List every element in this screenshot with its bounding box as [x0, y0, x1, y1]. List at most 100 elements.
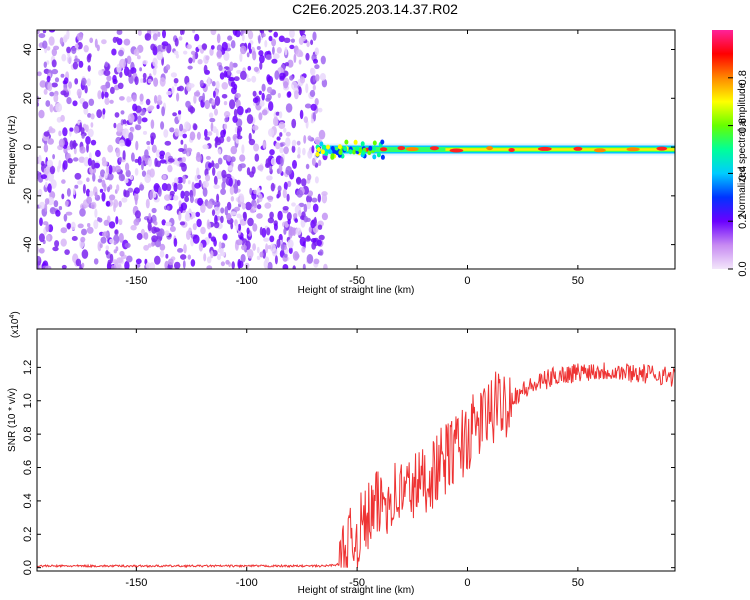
noise-speck — [47, 138, 54, 145]
noise-speck — [129, 126, 135, 133]
noise-speck — [207, 79, 211, 87]
noise-speck — [93, 258, 99, 265]
colorbar-tick-label: 0.6 — [737, 118, 749, 133]
noise-speck — [90, 139, 97, 146]
noise-speck — [83, 107, 89, 115]
noise-speck — [51, 68, 59, 75]
noise-speck — [130, 67, 137, 75]
noise-speck — [208, 162, 213, 169]
noise-speck — [103, 69, 111, 77]
noise-speck — [235, 138, 240, 144]
noise-speck — [192, 234, 200, 244]
noise-speck — [119, 250, 125, 257]
noise-speck — [277, 210, 283, 221]
noise-speck — [79, 146, 86, 154]
spectrogram-panel: -150 -100 -50 0 50 -40 -20 0 20 40 Height of stra… — [7, 29, 676, 296]
noise-speck — [165, 64, 171, 71]
noise-speck — [73, 157, 79, 162]
noise-speck — [301, 178, 307, 187]
noise-speck — [147, 221, 152, 232]
noise-speck — [283, 227, 287, 235]
noise-speck — [65, 200, 69, 206]
noise-speck — [105, 245, 110, 251]
snr-plot-area — [37, 362, 675, 569]
noise-speck — [291, 202, 296, 207]
signal-hotspot — [379, 147, 388, 152]
noise-speck — [265, 54, 272, 61]
noise-speck — [38, 188, 43, 197]
noise-speck — [182, 133, 187, 139]
noise-speck — [230, 156, 236, 163]
noise-speck — [212, 126, 217, 134]
noise-speck — [125, 162, 130, 172]
noise-speck — [267, 217, 275, 224]
noise-speck — [216, 33, 221, 44]
noise-speck — [153, 221, 158, 226]
noise-speck — [152, 67, 157, 76]
noise-speck — [195, 153, 202, 162]
snr-ticks: -150 -100 -50 0 50 0.0 0.2 0.4 0.6 0.8 1.0 1.2 — [22, 329, 675, 589]
noise-speck — [156, 104, 160, 110]
noise-speck — [66, 30, 70, 40]
noise-speck — [151, 207, 157, 214]
noise-speck — [189, 131, 196, 141]
noise-speck — [71, 46, 77, 55]
noise-speck — [280, 156, 284, 167]
noise-speck — [222, 233, 228, 241]
transition-speck — [316, 147, 321, 153]
noise-speck — [43, 88, 48, 95]
noise-speck — [221, 251, 226, 257]
noise-speck — [115, 36, 120, 42]
noise-speck — [37, 95, 40, 103]
noise-speck — [139, 100, 144, 105]
noise-speck — [167, 164, 173, 173]
noise-speck — [60, 227, 68, 234]
noise-speck — [90, 122, 94, 128]
noise-speck — [203, 253, 207, 262]
noise-speck — [221, 82, 229, 90]
noise-speck — [207, 131, 213, 136]
noise-speck — [307, 150, 313, 159]
noise-speck — [229, 61, 234, 72]
noise-speck — [69, 140, 74, 150]
noise-speck — [94, 208, 98, 218]
noise-speck — [182, 260, 186, 269]
noise-speck — [52, 154, 55, 160]
noise-speck — [100, 85, 107, 90]
noise-speck — [223, 123, 228, 130]
noise-speck — [249, 171, 255, 178]
noise-speck — [104, 97, 110, 105]
noise-speck — [96, 109, 103, 119]
noise-speck — [86, 226, 94, 234]
noise-speck — [110, 86, 115, 94]
noise-speck — [77, 41, 83, 50]
noise-speck — [139, 184, 145, 191]
noise-speck — [108, 164, 113, 175]
noise-speck — [66, 46, 72, 54]
noise-speck — [220, 261, 225, 267]
noise-speck — [72, 100, 78, 107]
noise-speck — [241, 144, 245, 154]
noise-speck — [233, 108, 238, 118]
noise-speck — [256, 187, 261, 196]
noise-speck — [306, 254, 314, 264]
noise-speck — [266, 86, 273, 94]
noise-speck — [156, 51, 164, 61]
noise-speck — [317, 193, 321, 203]
noise-speck — [302, 147, 306, 156]
noise-speck — [137, 156, 142, 166]
noise-speck — [145, 198, 150, 209]
noise-speck — [283, 37, 291, 43]
noise-speck — [101, 156, 106, 163]
noise-speck — [53, 200, 59, 208]
noise-speck — [201, 43, 208, 50]
noise-speck — [210, 30, 217, 36]
noise-speck — [132, 94, 137, 102]
noise-speck — [210, 122, 214, 132]
noise-speck — [269, 235, 275, 243]
noise-speck — [159, 250, 165, 258]
noise-speck — [212, 167, 216, 176]
noise-speck — [283, 81, 289, 89]
noise-speck — [74, 184, 79, 189]
noise-speck — [261, 109, 268, 116]
